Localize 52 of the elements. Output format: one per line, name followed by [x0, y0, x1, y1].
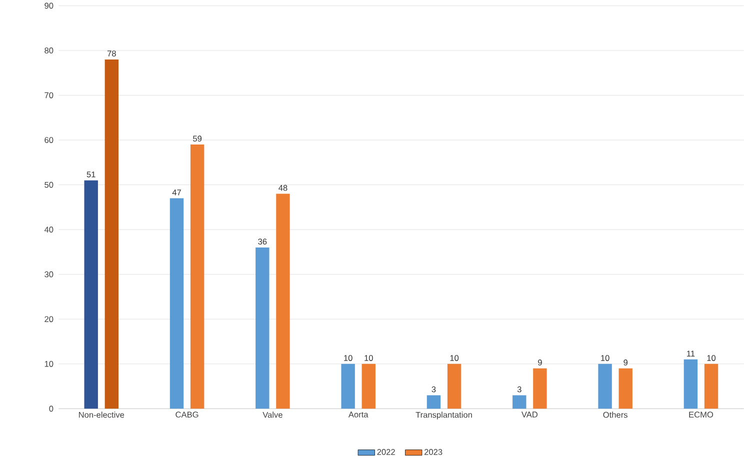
y-tick-label: 50: [44, 182, 54, 188]
x-tick-label: CABG: [176, 412, 198, 418]
bar: [533, 368, 547, 409]
x-tick-label: ECMO: [689, 412, 714, 418]
bar: [190, 144, 204, 409]
bar: [104, 59, 119, 409]
data-label: 36: [258, 238, 267, 245]
legend-label: 2022: [377, 449, 395, 455]
data-label: 11: [687, 350, 695, 356]
bar: [684, 359, 698, 409]
data-label: 10: [601, 355, 610, 361]
data-label: 10: [344, 355, 352, 361]
bar: [341, 364, 355, 409]
data-label: 47: [172, 190, 181, 196]
bar: [598, 364, 612, 409]
data-label: 10: [707, 355, 716, 361]
data-label: 78: [107, 50, 116, 56]
x-tick-label: Valve: [262, 412, 282, 418]
x-tick-label: Transplantation: [416, 412, 472, 420]
bar: [618, 368, 632, 409]
y-tick-label: 60: [44, 137, 54, 143]
bar: [704, 364, 718, 409]
bar: [84, 180, 98, 409]
x-tick-label: Aorta: [348, 412, 368, 418]
y-tick-label: 30: [44, 271, 54, 278]
bar: [362, 364, 376, 409]
bar: [170, 198, 184, 409]
data-label: 10: [364, 355, 373, 361]
data-label: 9: [538, 360, 542, 366]
y-tick-label: 80: [44, 48, 54, 54]
x-tick-label: VAD: [521, 412, 538, 418]
bar: [256, 247, 270, 409]
data-label: 51: [86, 172, 96, 178]
bar: [426, 395, 441, 409]
bar: [447, 364, 462, 409]
y-tick-label: 10: [44, 360, 54, 367]
y-tick-label: 40: [44, 226, 54, 233]
data-label: 9: [624, 360, 628, 366]
y-tick-label: 20: [44, 316, 54, 322]
data-label: 3: [517, 386, 522, 392]
y-tick-label: 0: [49, 406, 54, 412]
data-label: 10: [450, 355, 459, 361]
data-label: 3: [432, 386, 436, 392]
x-tick-label: Non-elective: [78, 412, 124, 418]
legend-label: 2023: [424, 449, 442, 455]
data-label: 48: [278, 184, 288, 191]
y-tick-label: 70: [44, 92, 54, 98]
x-tick-label: Others: [603, 412, 628, 418]
data-label: 59: [193, 136, 202, 142]
bar: [512, 395, 526, 409]
y-tick-label: 90: [44, 2, 54, 9]
bar: [276, 194, 290, 409]
